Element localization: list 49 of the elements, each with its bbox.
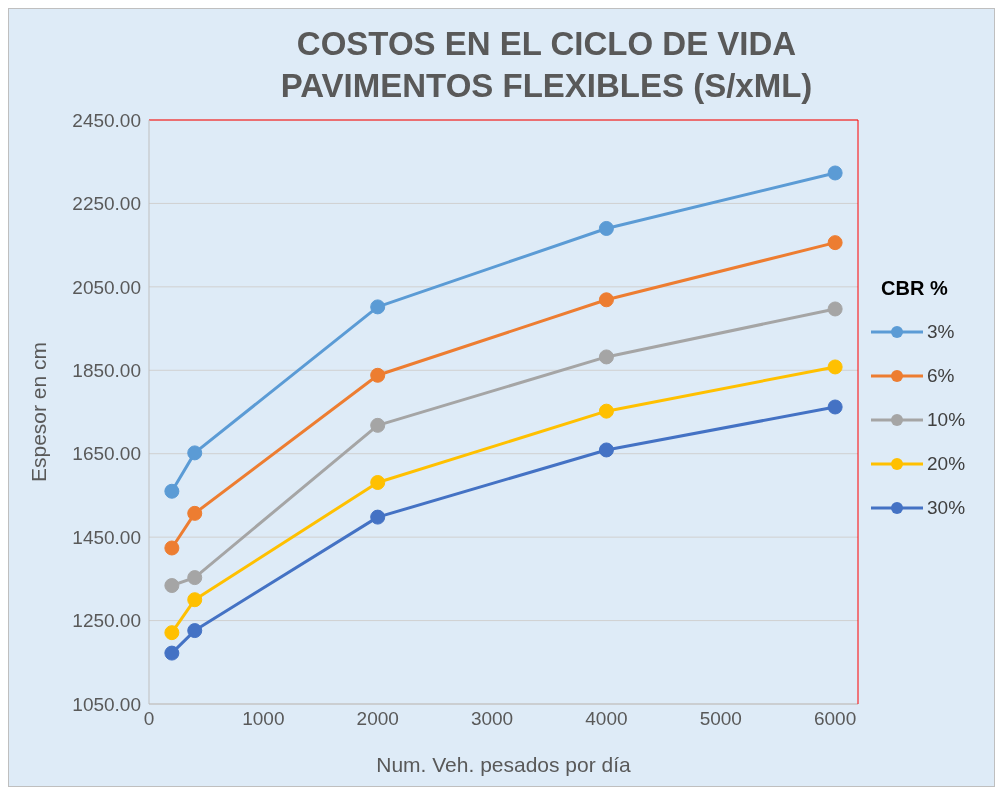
y-axis-title: Espesor en cm [27, 341, 51, 483]
x-tick-label: 6000 [813, 708, 857, 730]
point [370, 367, 386, 383]
point [187, 570, 203, 586]
y-tick-label: 1850.00 [72, 360, 141, 382]
point [370, 509, 386, 525]
point [370, 299, 386, 315]
point [827, 301, 843, 317]
point [598, 442, 614, 458]
legend-label: 10% [927, 409, 966, 431]
y-tick-label: 1650.00 [72, 443, 141, 465]
point [187, 623, 203, 639]
legend-label: 6% [927, 365, 955, 387]
point [598, 220, 614, 236]
y-tick-label: 2250.00 [72, 193, 141, 215]
legend-title: CBR % [881, 277, 949, 300]
x-axis-title: Num. Veh. pesados por día [376, 753, 632, 776]
x-tick-label: 4000 [585, 708, 628, 730]
point [164, 578, 180, 594]
y-tick-label: 1050.00 [72, 693, 141, 715]
y-tick-label: 2050.00 [72, 276, 141, 298]
point [827, 399, 843, 415]
point [370, 475, 386, 490]
point [164, 540, 180, 556]
point [598, 292, 614, 308]
point [187, 505, 203, 521]
x-tick-label: 3000 [470, 708, 514, 730]
x-tick-label: 5000 [699, 708, 742, 730]
x-tick-label: 1000 [242, 708, 285, 730]
x-tick-label: 2000 [356, 708, 399, 730]
point [827, 165, 843, 181]
point [598, 403, 614, 419]
legend-label: 3% [927, 321, 955, 343]
chart-title: COSTOS EN EL CICLO DE VIDA PAVIMENTOS FLEXIBLES (S/xML) [279, 24, 814, 106]
legend-label: 30% [927, 497, 966, 519]
x-tick-label: 0 [143, 708, 155, 730]
point [370, 417, 386, 433]
point [164, 625, 180, 641]
y-tick-label: 1450.00 [72, 526, 141, 548]
point [827, 359, 843, 375]
point [164, 645, 180, 661]
point [598, 349, 614, 365]
point [187, 445, 203, 461]
y-tick-label: 1250.00 [72, 610, 141, 632]
point [187, 592, 203, 608]
point [827, 235, 843, 251]
y-tick-label: 2450.00 [72, 109, 141, 131]
point [164, 483, 180, 499]
legend-label: 20% [927, 453, 966, 475]
